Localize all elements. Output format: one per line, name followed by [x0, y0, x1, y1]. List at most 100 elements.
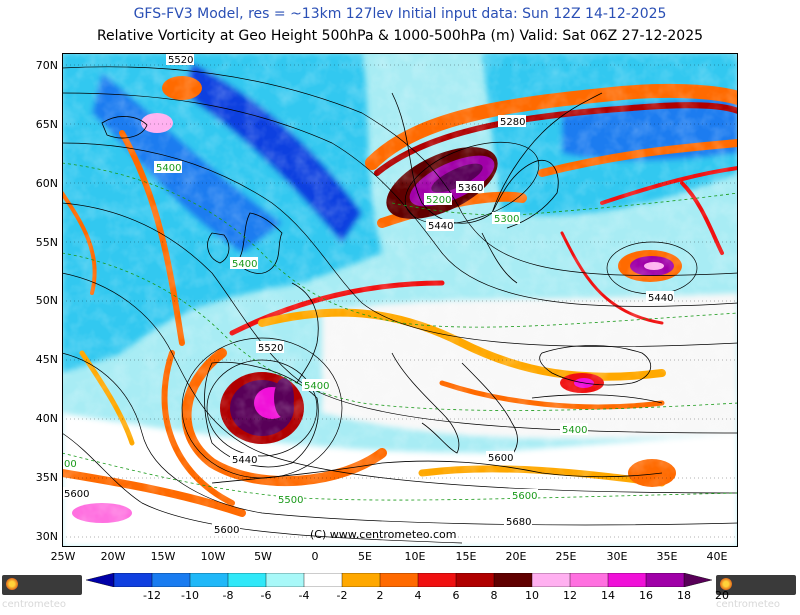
sun-logo-icon [720, 578, 732, 590]
colorbar-tick-label: 8 [490, 589, 498, 602]
sun-logo-icon [6, 578, 18, 590]
colorbar-tick-label: 16 [639, 589, 653, 602]
svg-text:5600: 5600 [512, 491, 537, 502]
lon-label: 5W [254, 550, 272, 563]
colorbar-tick-label: -8 [222, 589, 234, 602]
contour-label: 5400 [560, 423, 588, 436]
lat-label: 50N [35, 294, 58, 307]
lat-label: 40N [35, 412, 58, 425]
lon-label: 15E [455, 550, 477, 563]
svg-text:5400: 5400 [304, 381, 329, 392]
contour-label: 5600 [486, 451, 514, 464]
lon-label: 20W [100, 550, 126, 563]
svg-text:5600: 5600 [64, 489, 89, 500]
svg-text:5400: 5400 [156, 163, 181, 174]
contour-label: 5520 [166, 53, 194, 66]
contour-label: 5600 [62, 487, 89, 500]
lon-label: 40E [706, 550, 728, 563]
svg-text:00: 00 [64, 459, 77, 470]
colorbar-swatch [607, 573, 647, 587]
colorbar-swatch [417, 573, 457, 587]
lon-label: 35E [656, 550, 678, 563]
contour-label: 5440 [426, 219, 454, 232]
colorbar-tick-label: 4 [414, 589, 422, 602]
contour-label: 5360 [456, 181, 484, 194]
svg-text:5440: 5440 [232, 455, 257, 466]
svg-text:5440: 5440 [648, 293, 673, 304]
colorbar-swatch [569, 573, 609, 587]
contour-label: 5280 [498, 115, 526, 128]
colorbar-tick-label: 6 [452, 589, 460, 602]
colorbar-tick-label: -4 [298, 589, 310, 602]
svg-text:5400: 5400 [562, 425, 587, 436]
colorbar-swatch [86, 573, 115, 587]
header-line1: GFS-FV3 Model, res = ~13km 127lev Initia… [133, 6, 667, 22]
svg-text:5600: 5600 [214, 525, 239, 536]
copyright-text: (C) www.centrometeo.com [310, 528, 457, 541]
logo-left: centrometeo [2, 575, 82, 610]
vorticity-colorbar [86, 573, 712, 587]
svg-text:5520: 5520 [258, 343, 283, 354]
colorbar-swatch [683, 573, 712, 587]
colorbar-tick-label: 18 [677, 589, 691, 602]
contour-label: 5200 [424, 193, 452, 206]
colorbar-swatch [265, 573, 305, 587]
colorbar-tick-label: 12 [563, 589, 577, 602]
contour-label: 5680 [504, 515, 532, 528]
lon-label: 25W [50, 550, 76, 563]
lat-label: 30N [35, 530, 58, 543]
colorbar-tick-label: 10 [525, 589, 539, 602]
contour-label: 5400 [302, 379, 330, 392]
lat-label: 65N [35, 118, 58, 131]
lat-label: 55N [35, 236, 58, 249]
lon-label: 25E [555, 550, 577, 563]
lat-label: 70N [35, 59, 58, 72]
colorbar-tick-label: -12 [143, 589, 161, 602]
colorbar-swatch [151, 573, 191, 587]
svg-text:5300: 5300 [494, 214, 519, 225]
colorbar-tick-label: -2 [336, 589, 348, 602]
colorbar-tick-label: 14 [601, 589, 615, 602]
colorbar-swatch [113, 573, 153, 587]
vorticity-map: 5520 5280 5360 5400 5200 5440 5300 5400 … [62, 53, 738, 547]
contour-label: 5300 [492, 212, 520, 225]
lon-label: 10W [200, 550, 226, 563]
svg-text:5680: 5680 [506, 517, 531, 528]
lat-label: 35N [35, 471, 58, 484]
colorbar-swatch [531, 573, 571, 587]
colorbar-swatch [341, 573, 381, 587]
contour-label: 5600 [510, 489, 538, 502]
svg-text:5500: 5500 [278, 495, 303, 506]
colorbar-swatch [493, 573, 533, 587]
contour-label: 5400 [230, 257, 258, 270]
colorbar-swatch [189, 573, 229, 587]
svg-text:5200: 5200 [426, 195, 451, 206]
colorbar-tick-label: 20 [715, 589, 729, 602]
lat-label: 45N [35, 353, 58, 366]
contour-label: 00 [62, 457, 78, 470]
colorbar-swatch [455, 573, 495, 587]
svg-text:5440: 5440 [428, 221, 453, 232]
colorbar-tick-label: -6 [260, 589, 272, 602]
colorbar-tick-label: 2 [376, 589, 384, 602]
svg-text:5600: 5600 [488, 453, 513, 464]
svg-text:5520: 5520 [168, 55, 193, 66]
contour-label: 5600 [212, 523, 240, 536]
contour-label: 5400 [154, 161, 182, 174]
lon-label: 10E [404, 550, 426, 563]
contour-label: 5500 [276, 493, 304, 506]
colorbar-tick-label: -10 [181, 589, 199, 602]
lon-label: 5E [358, 550, 372, 563]
lat-label: 60N [35, 177, 58, 190]
contour-label: 5440 [646, 291, 674, 304]
colorbar-swatch [227, 573, 267, 587]
svg-text:5280: 5280 [500, 117, 525, 128]
contour-label: 5520 [256, 341, 284, 354]
contour-label: 5440 [230, 453, 258, 466]
lon-label: 30E [606, 550, 628, 563]
colorbar-swatch [379, 573, 419, 587]
lon-label: 0 [311, 550, 319, 563]
colorbar-swatch [303, 573, 343, 587]
colorbar-swatch [645, 573, 685, 587]
lon-label: 15W [150, 550, 176, 563]
